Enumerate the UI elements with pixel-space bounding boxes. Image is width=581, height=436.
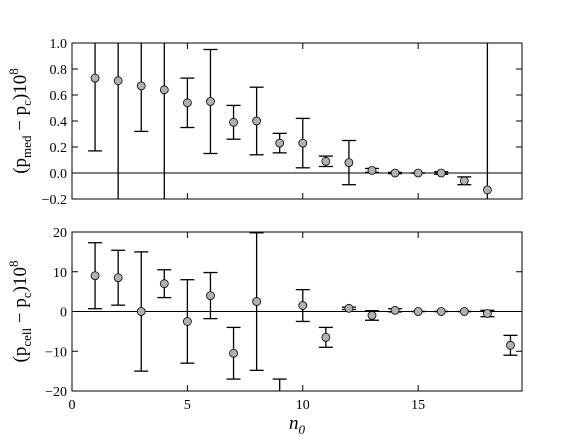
- x-tick-label: 10: [296, 398, 310, 413]
- point: [90, 271, 100, 281]
- point: [344, 303, 354, 313]
- y-tick-label: 0.8: [50, 63, 68, 78]
- label-part: 0: [299, 422, 306, 436]
- y-tick-label: −0.2: [42, 193, 67, 208]
- label-part: n: [289, 413, 299, 434]
- point: [159, 279, 169, 289]
- point: [367, 165, 377, 175]
- point: [413, 307, 423, 316]
- point: [344, 158, 354, 168]
- point: [90, 73, 100, 83]
- point: [252, 116, 262, 126]
- y-tick-label: 10: [53, 266, 67, 281]
- y-tick-label: 0.0: [50, 167, 68, 182]
- label-part: c: [19, 100, 34, 106]
- y-axis-label: (pcell − pc)108: [6, 261, 34, 363]
- point: [275, 138, 285, 148]
- label-part: med: [19, 135, 34, 158]
- y-axis-label: (pmed − pc)108: [6, 68, 34, 174]
- point: [482, 185, 492, 195]
- point: [436, 168, 446, 178]
- point: [436, 307, 446, 316]
- y-tick-label: 0.6: [50, 89, 68, 104]
- plot-area: [72, 232, 522, 415]
- point: [321, 332, 331, 342]
- label-part: − p: [10, 298, 31, 328]
- label-part: cell: [19, 327, 34, 346]
- point: [113, 76, 123, 86]
- point: [390, 305, 400, 315]
- point: [482, 309, 492, 318]
- point: [459, 307, 469, 316]
- point: [298, 301, 308, 310]
- plot-area: [72, 43, 522, 199]
- point: [182, 317, 192, 326]
- point: [413, 168, 423, 178]
- point: [159, 85, 169, 95]
- label-part: (p: [10, 347, 31, 363]
- label-part: )10: [10, 75, 31, 100]
- point: [136, 81, 146, 91]
- frame: [71, 42, 523, 200]
- label-part: − p: [10, 106, 31, 136]
- x-tick-label: 15: [411, 398, 425, 413]
- point: [321, 156, 331, 166]
- y-tick-label: 0: [60, 306, 67, 321]
- point: [506, 340, 515, 350]
- point: [229, 117, 238, 127]
- y-tick-label: 0.4: [50, 115, 68, 130]
- y-tick-label: −20: [45, 385, 67, 400]
- y-tick-label: 20: [53, 226, 67, 241]
- point: [113, 273, 123, 283]
- point: [252, 297, 262, 306]
- x-tick-label: 5: [184, 398, 191, 413]
- point: [298, 138, 308, 148]
- y-tick-label: −10: [45, 345, 67, 360]
- y-tick-label: 0.2: [50, 141, 68, 156]
- point: [206, 97, 215, 106]
- label-part: (p: [10, 158, 31, 174]
- label-part: )10: [10, 267, 31, 292]
- y-tick-label: 1.0: [50, 37, 68, 52]
- point: [276, 407, 284, 415]
- point: [459, 176, 469, 186]
- point: [182, 98, 192, 108]
- x-tick-label: 0: [69, 398, 76, 413]
- label-part: 8: [6, 261, 21, 268]
- label-part: 8: [6, 68, 21, 75]
- point: [206, 291, 215, 301]
- point: [367, 311, 377, 320]
- point: [229, 348, 238, 358]
- point: [390, 168, 400, 178]
- point: [136, 307, 146, 316]
- label-part: c: [19, 292, 34, 298]
- x-axis-label: n0: [289, 413, 306, 436]
